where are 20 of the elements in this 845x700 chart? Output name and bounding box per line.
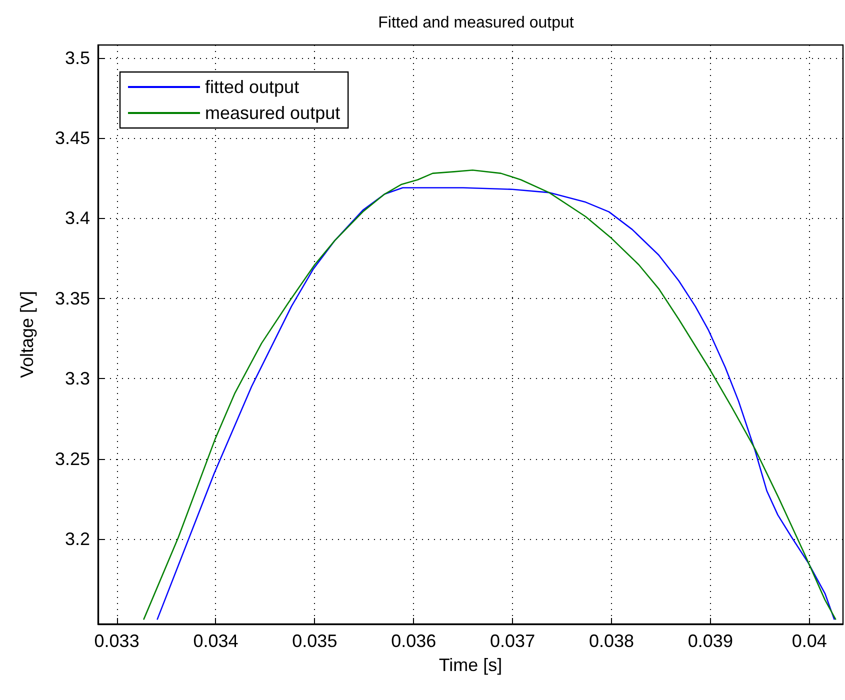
- x-tick-label: 0.037: [490, 631, 536, 651]
- y-tick-label: 3.35: [54, 288, 90, 308]
- y-tick-label: 3.25: [54, 448, 90, 469]
- x-tick-label: 0.033: [94, 631, 140, 651]
- y-axis-title: Voltage [V]: [17, 290, 37, 378]
- y-tick-label: 3.3: [64, 368, 90, 389]
- y-tick-label: 3.4: [64, 208, 90, 228]
- x-tick-label: 0.039: [688, 631, 733, 651]
- y-tick-label: 3.5: [64, 48, 90, 68]
- y-tick-label: 3.2: [64, 528, 90, 549]
- legend-label: fitted output: [205, 77, 300, 97]
- y-tick-label: 3.45: [54, 128, 90, 148]
- x-tick-label: 0.038: [588, 631, 634, 651]
- chart-title: Fitted and measured output: [378, 14, 574, 32]
- legend-label: measured output: [205, 103, 340, 123]
- x-tick-label: 0.034: [193, 631, 238, 651]
- x-tick-label: 0.04: [792, 631, 827, 651]
- x-axis-title: Time [s]: [438, 655, 502, 675]
- x-tick-label: 0.035: [292, 631, 338, 651]
- x-tick-label: 0.036: [391, 631, 436, 651]
